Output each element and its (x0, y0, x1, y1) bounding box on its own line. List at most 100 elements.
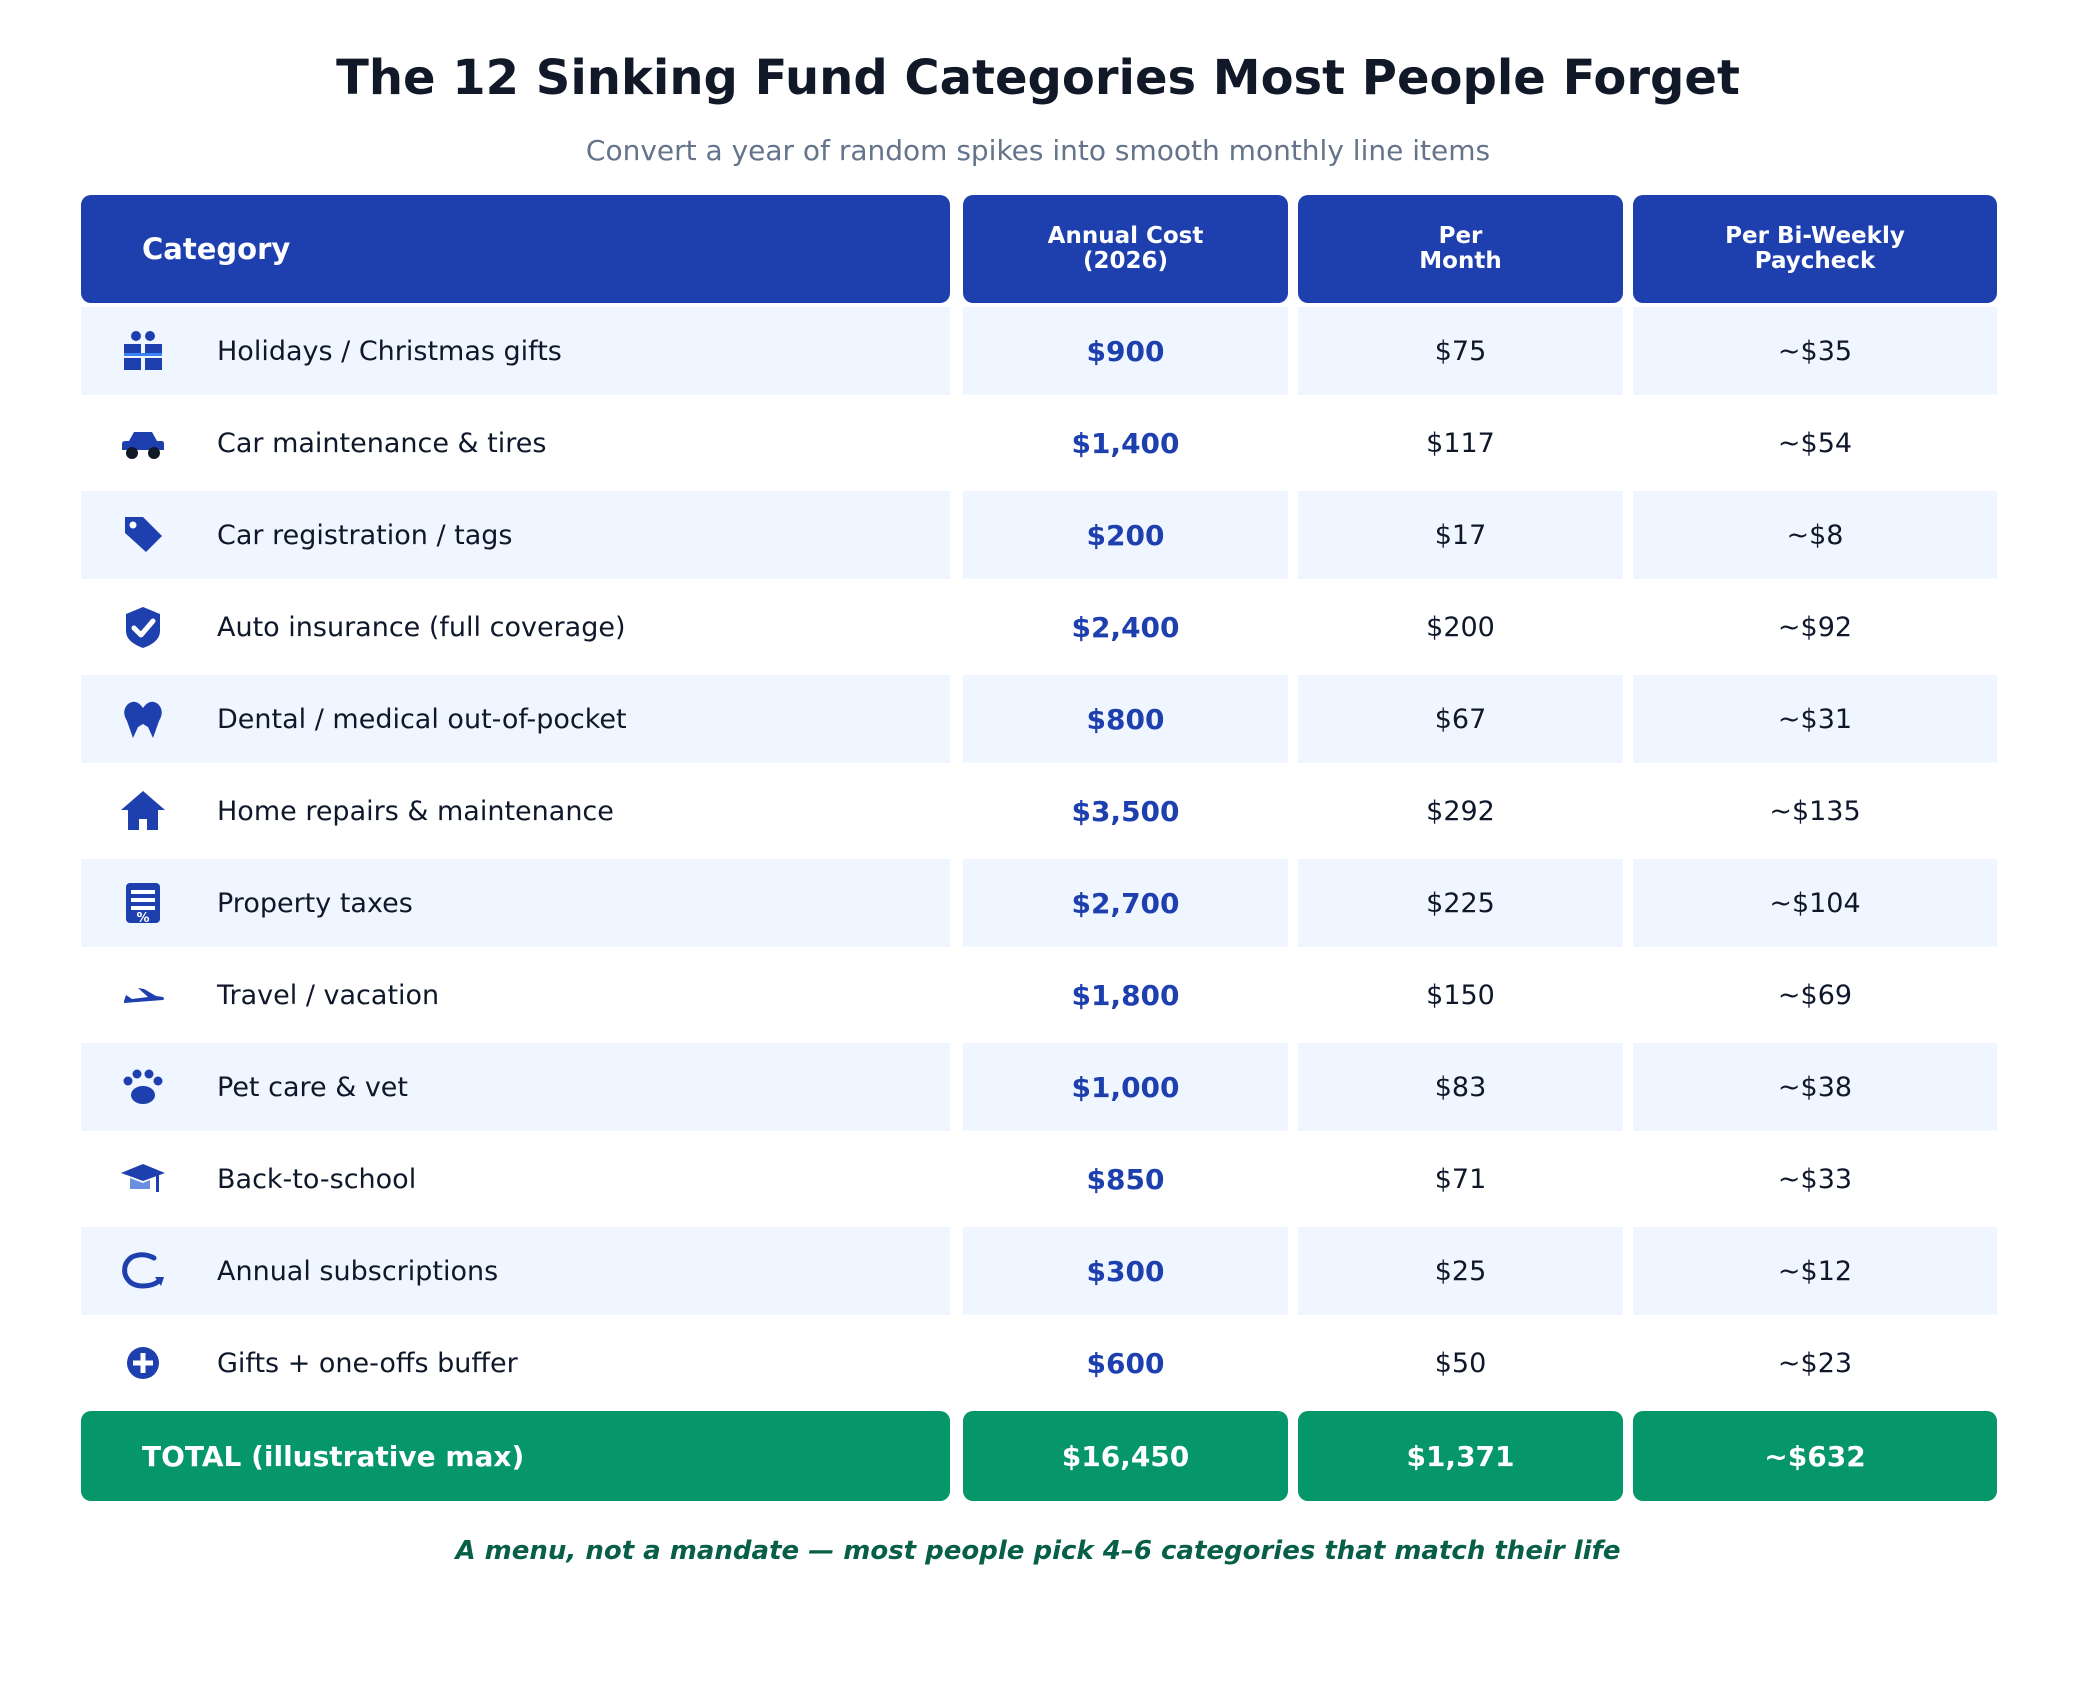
annual-cost-cell: $600 (963, 1319, 1288, 1407)
per-paycheck-cell: ~$12 (1633, 1227, 1997, 1315)
annual-cost-value: $1,000 (1071, 1070, 1180, 1104)
per-month-value: $83 (1434, 1071, 1487, 1103)
annual-cost-cell: $1,800 (963, 951, 1288, 1039)
category-cell: Holidays / Christmas gifts (81, 307, 950, 395)
annual-cost-value: $2,400 (1071, 610, 1180, 644)
per-paycheck-value: ~$104 (1769, 887, 1861, 919)
category-cell: Car maintenance & tires (81, 399, 950, 487)
annual-cost-cell: $2,400 (963, 583, 1288, 671)
paw-icon (113, 1057, 173, 1117)
footnote: A menu, not a mandate — most people pick… (455, 1536, 1621, 1566)
category-cell: Annual subscriptions (81, 1227, 950, 1315)
per-paycheck-cell: ~$54 (1633, 399, 1997, 487)
per-paycheck-cell: ~$92 (1633, 583, 1997, 671)
total-label: TOTAL (illustrative max) (81, 1411, 950, 1501)
table-header-row: Category Annual Cost (2026) Per Month Pe… (81, 195, 1997, 303)
category-label: Dental / medical out-of-pocket (217, 703, 627, 735)
per-paycheck-cell: ~$69 (1633, 951, 1997, 1039)
per-paycheck-value: ~$12 (1777, 1255, 1853, 1287)
per-month-cell: $200 (1298, 583, 1623, 671)
header-category-label: Category (142, 231, 291, 266)
header-per-month-label: Per Month (1419, 223, 1502, 274)
per-paycheck-value: ~$69 (1777, 979, 1853, 1011)
total-annual: $16,450 (963, 1411, 1288, 1501)
annual-cost-value: $1,800 (1071, 978, 1180, 1012)
per-paycheck-cell: ~$35 (1633, 307, 1997, 395)
table-body: Holidays / Christmas gifts $900 $75 ~$35… (81, 307, 1997, 1407)
per-paycheck-value: ~$35 (1777, 335, 1853, 367)
category-label: Travel / vacation (217, 979, 440, 1011)
header-per-paycheck: Per Bi-Weekly Paycheck (1633, 195, 1997, 303)
category-cell: % Property taxes (81, 859, 950, 947)
category-cell: Auto insurance (full coverage) (81, 583, 950, 671)
table-row: Pet care & vet $1,000 $83 ~$38 (81, 1043, 1997, 1131)
annual-cost-value: $2,700 (1071, 886, 1180, 920)
per-month-cell: $75 (1298, 307, 1623, 395)
annual-cost-value: $800 (1086, 702, 1165, 736)
category-cell: Back-to-school (81, 1135, 950, 1223)
annual-cost-value: $200 (1086, 518, 1165, 552)
per-paycheck-value: ~$38 (1777, 1071, 1853, 1103)
per-month-value: $200 (1426, 611, 1495, 643)
header-per-paycheck-label: Per Bi-Weekly Paycheck (1725, 223, 1905, 274)
annual-cost-cell: $1,000 (963, 1043, 1288, 1131)
per-month-value: $225 (1426, 887, 1495, 919)
table-row: Holidays / Christmas gifts $900 $75 ~$35 (81, 307, 1997, 395)
category-cell: Gifts + one-offs buffer (81, 1319, 950, 1407)
annual-cost-value: $600 (1086, 1346, 1165, 1380)
table-row: Travel / vacation $1,800 $150 ~$69 (81, 951, 1997, 1039)
airplane-icon (113, 965, 173, 1025)
table-row: Annual subscriptions $300 $25 ~$12 (81, 1227, 1997, 1315)
page-subtitle: Convert a year of random spikes into smo… (585, 134, 1491, 167)
per-paycheck-value: ~$33 (1777, 1163, 1853, 1195)
tooth-icon (113, 689, 173, 749)
per-month-cell: $25 (1298, 1227, 1623, 1315)
plus-circle-icon (113, 1333, 173, 1393)
header-annual-cost: Annual Cost (2026) (963, 195, 1288, 303)
svg-text:%: % (136, 911, 149, 926)
per-month-value: $25 (1434, 1255, 1487, 1287)
per-month-cell: $225 (1298, 859, 1623, 947)
header-annual-cost-label: Annual Cost (2026) (1047, 223, 1204, 274)
category-cell: Dental / medical out-of-pocket (81, 675, 950, 763)
category-label: Property taxes (217, 887, 413, 919)
per-month-value: $117 (1426, 427, 1495, 459)
annual-cost-cell: $2,700 (963, 859, 1288, 947)
annual-cost-value: $3,500 (1071, 794, 1180, 828)
house-icon (113, 781, 173, 841)
per-paycheck-cell: ~$23 (1633, 1319, 1997, 1407)
header-category: Category (81, 195, 950, 303)
category-label: Auto insurance (full coverage) (217, 611, 626, 643)
annual-cost-cell: $850 (963, 1135, 1288, 1223)
tag-icon (113, 505, 173, 565)
refresh-icon (113, 1241, 173, 1301)
category-label: Holidays / Christmas gifts (217, 335, 562, 367)
per-paycheck-cell: ~$8 (1633, 491, 1997, 579)
per-paycheck-value: ~$92 (1777, 611, 1853, 643)
annual-cost-cell: $3,500 (963, 767, 1288, 855)
total-row: TOTAL (illustrative max) $16,450 $1,371 … (81, 1411, 1997, 1501)
total-biweekly: ~$632 (1633, 1411, 1997, 1501)
table-row: Gifts + one-offs buffer $600 $50 ~$23 (81, 1319, 1997, 1407)
annual-cost-cell: $300 (963, 1227, 1288, 1315)
per-month-value: $71 (1434, 1163, 1487, 1195)
annual-cost-cell: $800 (963, 675, 1288, 763)
per-month-cell: $50 (1298, 1319, 1623, 1407)
annual-cost-value: $300 (1086, 1254, 1165, 1288)
table-row: Auto insurance (full coverage) $2,400 $2… (81, 583, 1997, 671)
category-cell: Travel / vacation (81, 951, 950, 1039)
category-label: Gifts + one-offs buffer (217, 1347, 518, 1379)
annual-cost-cell: $1,400 (963, 399, 1288, 487)
per-month-value: $292 (1426, 795, 1495, 827)
per-paycheck-value: ~$31 (1777, 703, 1853, 735)
per-month-cell: $71 (1298, 1135, 1623, 1223)
per-month-value: $67 (1434, 703, 1487, 735)
per-month-cell: $67 (1298, 675, 1623, 763)
category-label: Back-to-school (217, 1163, 417, 1195)
per-month-value: $150 (1426, 979, 1495, 1011)
per-month-value: $75 (1434, 335, 1487, 367)
per-paycheck-cell: ~$38 (1633, 1043, 1997, 1131)
category-cell: Home repairs & maintenance (81, 767, 950, 855)
category-label: Car maintenance & tires (217, 427, 547, 459)
per-month-cell: $292 (1298, 767, 1623, 855)
